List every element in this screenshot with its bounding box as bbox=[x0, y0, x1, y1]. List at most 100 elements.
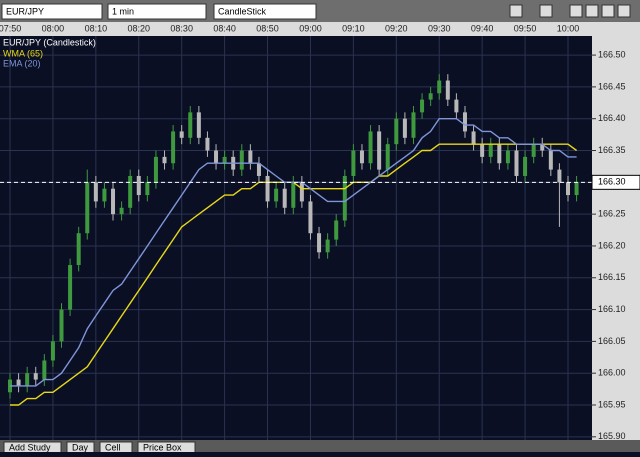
candle-body bbox=[265, 175, 270, 202]
y-tick-label: 166.25 bbox=[598, 209, 626, 219]
candle-body bbox=[25, 373, 30, 386]
tool-button[interactable] bbox=[601, 4, 615, 18]
y-tick-label: 165.95 bbox=[598, 399, 626, 409]
x-tick-label: 09:20 bbox=[385, 23, 408, 33]
legend-entry: WMA (65) bbox=[3, 48, 43, 58]
candle-body bbox=[351, 150, 356, 176]
y-tick-label: 166.05 bbox=[598, 336, 626, 346]
candle-body bbox=[308, 201, 313, 234]
y-tick-label: 166.45 bbox=[598, 81, 626, 91]
candle-body bbox=[480, 144, 485, 157]
candle-body bbox=[557, 169, 562, 183]
candle-body bbox=[566, 182, 570, 196]
y-tick-label: 166.00 bbox=[598, 368, 626, 378]
y-tick-label: 166.40 bbox=[598, 113, 626, 123]
candle-body bbox=[282, 188, 287, 208]
candle-body bbox=[574, 182, 579, 196]
candle-body bbox=[471, 131, 476, 145]
candle-body bbox=[42, 360, 47, 380]
candle-body bbox=[248, 150, 253, 164]
candle-body bbox=[488, 144, 493, 157]
candle-body bbox=[368, 131, 373, 164]
price-axis bbox=[592, 36, 640, 440]
candle-body bbox=[402, 118, 407, 138]
candle-body bbox=[214, 150, 219, 164]
candle-body bbox=[462, 112, 467, 132]
candle-body bbox=[411, 112, 416, 138]
x-tick-label: 09:30 bbox=[428, 23, 451, 33]
candle-body bbox=[162, 156, 167, 164]
candle-body bbox=[514, 150, 519, 176]
x-tick-label: 07:50 bbox=[0, 23, 21, 33]
y-tick-label: 165.90 bbox=[598, 431, 626, 441]
candle-body bbox=[171, 131, 176, 164]
indicator-line bbox=[10, 118, 577, 387]
x-tick-label: 09:50 bbox=[514, 23, 537, 33]
candle-body bbox=[428, 93, 433, 100]
candle-body bbox=[33, 373, 38, 380]
legend-entry: EUR/JPY (Candlestick) bbox=[3, 37, 96, 47]
candle-body bbox=[342, 175, 347, 221]
tool-button[interactable] bbox=[617, 4, 631, 18]
chart-style: CandleStick bbox=[218, 6, 267, 16]
interval: 1 min bbox=[112, 6, 134, 16]
candle-body bbox=[359, 150, 364, 164]
tool-button[interactable] bbox=[569, 4, 583, 18]
x-tick-label: 09:00 bbox=[299, 23, 322, 33]
style-dropdown[interactable] bbox=[213, 3, 317, 20]
y-tick-label: 166.10 bbox=[598, 304, 626, 314]
x-tick-label: 08:20 bbox=[128, 23, 151, 33]
candle-body bbox=[16, 379, 21, 386]
bottom-button-label: Cell bbox=[105, 442, 121, 452]
x-tick-label: 08:40 bbox=[213, 23, 236, 33]
candle-body bbox=[179, 131, 184, 138]
candle-body bbox=[377, 131, 382, 170]
tool-button[interactable] bbox=[585, 4, 599, 18]
candle-body bbox=[136, 175, 141, 196]
tool-button[interactable] bbox=[539, 4, 553, 18]
candle-body bbox=[205, 137, 210, 151]
last-price-box bbox=[591, 174, 640, 190]
candle-body bbox=[222, 156, 227, 164]
time-axis bbox=[0, 22, 640, 36]
candle-body bbox=[153, 156, 158, 183]
candle-body bbox=[68, 265, 73, 310]
candle-body bbox=[274, 188, 279, 202]
x-tick-label: 10:00 bbox=[557, 23, 580, 33]
candle-body bbox=[102, 188, 107, 202]
candle-body bbox=[420, 99, 425, 113]
y-tick-label: 166.50 bbox=[598, 49, 626, 59]
last-price-label: 166.30 bbox=[598, 177, 626, 187]
bottom-button-label: Price Box bbox=[143, 442, 182, 452]
tool-button[interactable] bbox=[509, 4, 523, 18]
plot-background bbox=[0, 36, 592, 440]
candle-body bbox=[188, 112, 193, 138]
legend-entry: EMA (20) bbox=[3, 58, 41, 68]
symbol-dropdown[interactable] bbox=[1, 3, 103, 20]
candle-body bbox=[394, 118, 399, 145]
candle-body bbox=[239, 150, 244, 170]
candle-body bbox=[445, 80, 450, 100]
candle-body bbox=[85, 182, 90, 234]
x-tick-label: 09:40 bbox=[471, 23, 494, 33]
candle-body bbox=[93, 182, 98, 202]
x-tick-label: 08:30 bbox=[170, 23, 193, 33]
y-tick-label: 166.35 bbox=[598, 145, 626, 155]
candle-body bbox=[505, 150, 510, 164]
candle-body bbox=[454, 99, 459, 113]
x-tick-label: 08:50 bbox=[256, 23, 279, 33]
candle-body bbox=[59, 309, 64, 342]
candle-body bbox=[548, 150, 553, 170]
interval-dropdown[interactable] bbox=[107, 3, 207, 20]
bottom-button-label: Day bbox=[72, 442, 89, 452]
x-tick-label: 08:00 bbox=[42, 23, 65, 33]
candle-body bbox=[385, 144, 390, 170]
candle-body bbox=[437, 80, 442, 94]
candle-body bbox=[317, 233, 322, 253]
candle-body bbox=[119, 207, 124, 215]
candle-body bbox=[291, 182, 296, 208]
candle-body bbox=[76, 233, 81, 266]
candle-body bbox=[334, 220, 339, 240]
